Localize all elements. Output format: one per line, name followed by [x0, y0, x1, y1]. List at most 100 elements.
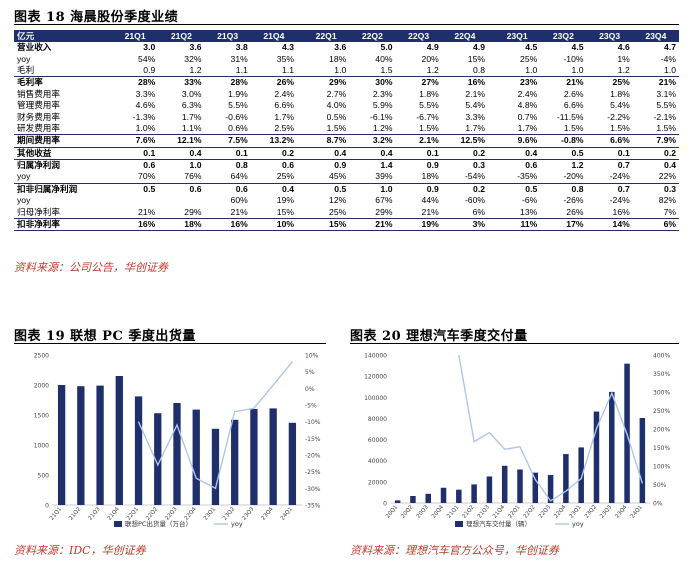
table-cell: 17%: [540, 217, 587, 232]
li-auto-deliveries-chart: 0 20000 40000 60000 80000 100000 120000 140000 0…: [364, 353, 670, 529]
table-cell: 6.3%: [181, 100, 202, 111]
y-right-tick-label: 250%: [653, 408, 670, 415]
table-cell: 0.6: [494, 158, 541, 172]
table-cell: 1.0: [334, 64, 347, 75]
legend-bar-swatch: [455, 521, 463, 527]
table-cell: -24%: [609, 195, 630, 206]
table-row: 扣非归属净利润 0.5 0.6 0.6 0.4 0.5 1.0 0.9 0.2 0.5 0.8 0.7…: [14, 182, 679, 196]
table-row: 财务费用率 -1.3% 1.7% -0.6% 1.7% 0.5% -6.1% -6.7% 3.3…: [14, 111, 679, 122]
table-cell: 6.6%: [274, 100, 294, 111]
table-cell: 25%: [276, 171, 294, 182]
table-cell: 0.1: [395, 146, 442, 160]
table-cell: -6%: [521, 195, 538, 206]
table-cell: 19%: [276, 195, 294, 206]
bar: [578, 447, 584, 503]
figure20-title: 图表 20 理想汽车季度交付量: [350, 329, 528, 344]
table-cell: 1.5: [380, 64, 393, 75]
table-cell: 3.2%: [349, 134, 396, 148]
table-cell: 82%: [658, 195, 676, 206]
y-left-tick-label: 80000: [368, 416, 387, 423]
row-label: 管理费用率: [17, 100, 60, 111]
bar: [609, 391, 615, 503]
table-cell: 1.7%: [181, 111, 202, 122]
table-cell: 15%: [276, 206, 294, 217]
column-gap: [297, 76, 303, 89]
x-tick-label: 24Q1: [280, 506, 294, 521]
table-cell: 0.8: [204, 158, 251, 172]
table-cell: 1.9%: [228, 88, 248, 99]
table-cell: 18%: [158, 217, 205, 232]
table-cell: 6%: [632, 217, 679, 232]
table-cell: 28%: [204, 76, 251, 89]
x-tick-label: 24Q1: [630, 504, 644, 519]
table-cell: 76%: [184, 171, 202, 182]
figure19-title-rule: [14, 343, 326, 344]
quarter-header: 23Q3: [586, 30, 633, 42]
table-cell: 1.7%: [465, 122, 485, 133]
table-cell: 3.6: [334, 42, 347, 53]
table-cell: 1.0: [349, 182, 396, 196]
lenovo-pc-shipments-chart: 0 500 1000 1500 2000 2500 -35% -30% -25% -20% -15%…: [34, 353, 321, 529]
y-left-tick-label: 40000: [368, 458, 387, 465]
bar: [57, 385, 66, 505]
x-tick-label: 22Q4: [553, 504, 567, 520]
table-cell: [158, 195, 204, 206]
table-cell: 7.5%: [204, 134, 251, 148]
table-cell: 0.9: [395, 158, 442, 172]
table-cell: 1.4: [349, 158, 396, 172]
table-cell: 27%: [395, 76, 442, 89]
table-cell: 9.6%: [494, 134, 541, 148]
table-cell: 2.5%: [274, 122, 294, 133]
table-cell: 3.3%: [135, 88, 156, 99]
table-cell: [112, 195, 158, 206]
x-tick-label: 21Q2: [462, 504, 476, 519]
table-cell: -26%: [563, 195, 584, 206]
table-cell: 67%: [375, 195, 393, 206]
table-cell: 1.0%: [135, 122, 156, 133]
row-label: 毛利率: [14, 76, 112, 89]
table-cell: 1.5%: [610, 122, 630, 133]
table-cell: 21%: [540, 76, 587, 89]
table-cell: 30%: [349, 76, 396, 89]
table-cell: 0.7%: [517, 111, 538, 122]
table-cell: 5.9%: [372, 100, 393, 111]
figure18-title: 图表 18 海晨股份季度业绩: [14, 10, 179, 25]
table-cell: 29%: [375, 206, 393, 217]
table-cell: 5.4%: [465, 100, 485, 111]
table-cell: 0.6: [250, 158, 297, 172]
y-right-tick-label: 150%: [653, 445, 670, 452]
table-cell: 0.5: [112, 182, 159, 196]
table-cell: 5.4%: [610, 100, 630, 111]
table-cell: 5.5%: [228, 100, 248, 111]
table-cell: 21%: [421, 206, 439, 217]
bar: [547, 474, 554, 503]
bar: [639, 418, 646, 503]
table-cell: -6.7%: [416, 111, 439, 122]
table-cell: 18%: [329, 53, 347, 64]
table-cell: 31%: [230, 53, 248, 64]
y-right-tick-label: 0%: [305, 386, 315, 393]
bar: [563, 454, 569, 503]
y-right-tick-label: -25%: [305, 469, 321, 476]
table-row: 研发费用率 1.0% 1.1% 0.6% 2.5% 1.5% 1.2% 1.5% 1.7% 1.7…: [14, 123, 679, 135]
table-cell: -0.6%: [225, 111, 248, 122]
column-gap: [488, 146, 494, 160]
x-tick-label: 23Q3: [599, 504, 613, 520]
yoy-line: [137, 361, 293, 490]
table-cell: 21%: [230, 206, 248, 217]
table-cell: 0.2: [250, 146, 297, 160]
table-row: yoy 60% 19% 12% 67% 44% -60% -6% -26% -24% 82%: [14, 195, 679, 206]
table-cell: 7.9%: [632, 134, 679, 148]
x-tick-label: 23Q3: [241, 506, 255, 522]
row-label: 扣非归属净利润: [14, 182, 112, 196]
table-row: 毛利率 28% 33% 28% 26% 29% 30% 27% 16% 23% 21% 25% 21%: [14, 76, 679, 89]
table-cell: 54%: [138, 53, 156, 64]
legend-bar-label: 联想PC出货量（万台）: [125, 519, 192, 528]
table-cell: 2.1%: [465, 88, 485, 99]
legend-bar-label: 理想汽车交付量（辆）: [466, 519, 531, 528]
table-cell: 0.5%: [326, 111, 347, 122]
bar: [96, 385, 104, 505]
bar: [440, 487, 447, 503]
y-right-tick-label: -35%: [305, 503, 321, 510]
table-cell: 32%: [184, 53, 202, 64]
